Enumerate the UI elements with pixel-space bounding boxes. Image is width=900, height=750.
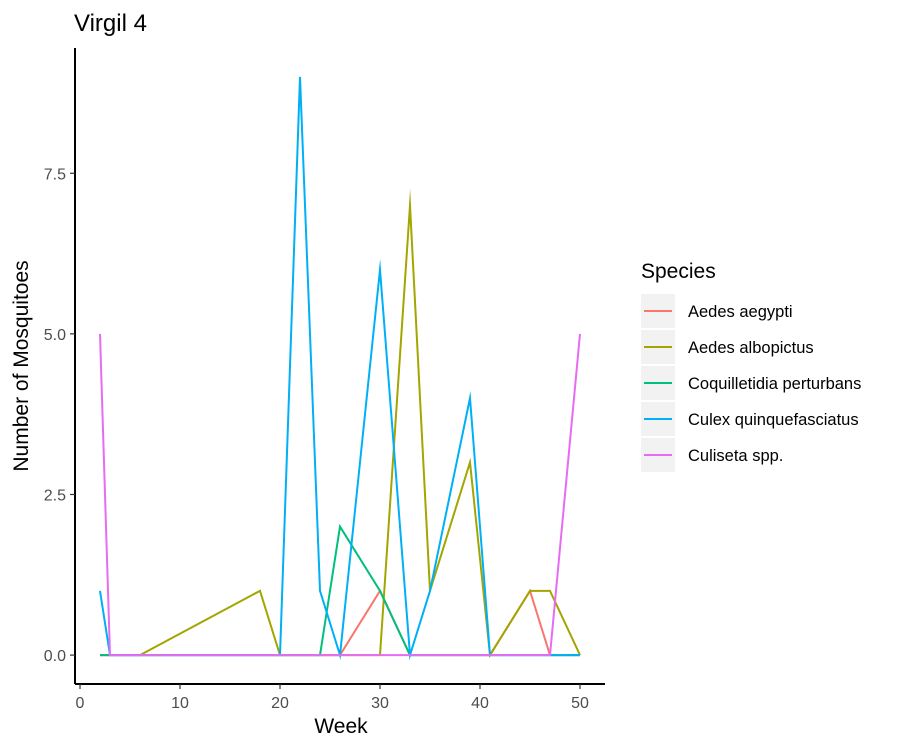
chart-title: Virgil 4 bbox=[74, 10, 147, 37]
x-tick-label: 0 bbox=[76, 695, 85, 712]
series-line-2 bbox=[100, 523, 580, 657]
x-tick-label: 30 bbox=[371, 695, 389, 712]
legend-label: Aedes aegypti bbox=[688, 303, 793, 321]
legend-item: Coquilletidia perturbans bbox=[641, 366, 861, 400]
legend-label: Culiseta spp. bbox=[688, 447, 783, 465]
legend-item: Culiseta spp. bbox=[641, 438, 783, 472]
series-line-4 bbox=[99, 333, 581, 657]
legend-title: Species bbox=[641, 260, 716, 283]
y-axis-title: Number of Mosquitoes bbox=[10, 260, 33, 471]
x-axis-title: Week bbox=[314, 715, 368, 738]
x-tick-label: 40 bbox=[471, 695, 489, 712]
legend-item: Aedes aegypti bbox=[641, 294, 793, 328]
x-axis-ticks: 0 10 20 30 40 50 bbox=[76, 684, 589, 712]
series-line-1 bbox=[100, 188, 581, 659]
y-tick-label: 2.5 bbox=[44, 487, 66, 504]
legend-item: Aedes albopictus bbox=[641, 330, 814, 364]
y-tick-label: 5.0 bbox=[44, 327, 66, 344]
x-tick-label: 50 bbox=[571, 695, 589, 712]
legend-label: Culex quinquefasciatus bbox=[688, 411, 859, 429]
plot-area: 0 10 20 30 40 50 0.0 2.5 5.0 7.5 bbox=[44, 48, 605, 712]
legend-label: Aedes albopictus bbox=[688, 339, 814, 357]
legend-label: Coquilletidia perturbans bbox=[688, 375, 861, 393]
legend-item: Culex quinquefasciatus bbox=[641, 402, 859, 436]
y-tick-label: 0.0 bbox=[44, 648, 66, 665]
legend: Species Aedes aegypti Aedes albopictus Coq… bbox=[641, 260, 861, 472]
series-line-3 bbox=[99, 76, 580, 661]
y-axis-ticks: 0.0 2.5 5.0 7.5 bbox=[44, 166, 75, 665]
x-tick-label: 10 bbox=[171, 695, 189, 712]
legend-items: Aedes aegypti Aedes albopictus Coquilletid… bbox=[641, 294, 861, 472]
series-layer bbox=[99, 76, 581, 661]
y-tick-label: 7.5 bbox=[44, 166, 66, 183]
x-tick-label: 20 bbox=[271, 695, 289, 712]
